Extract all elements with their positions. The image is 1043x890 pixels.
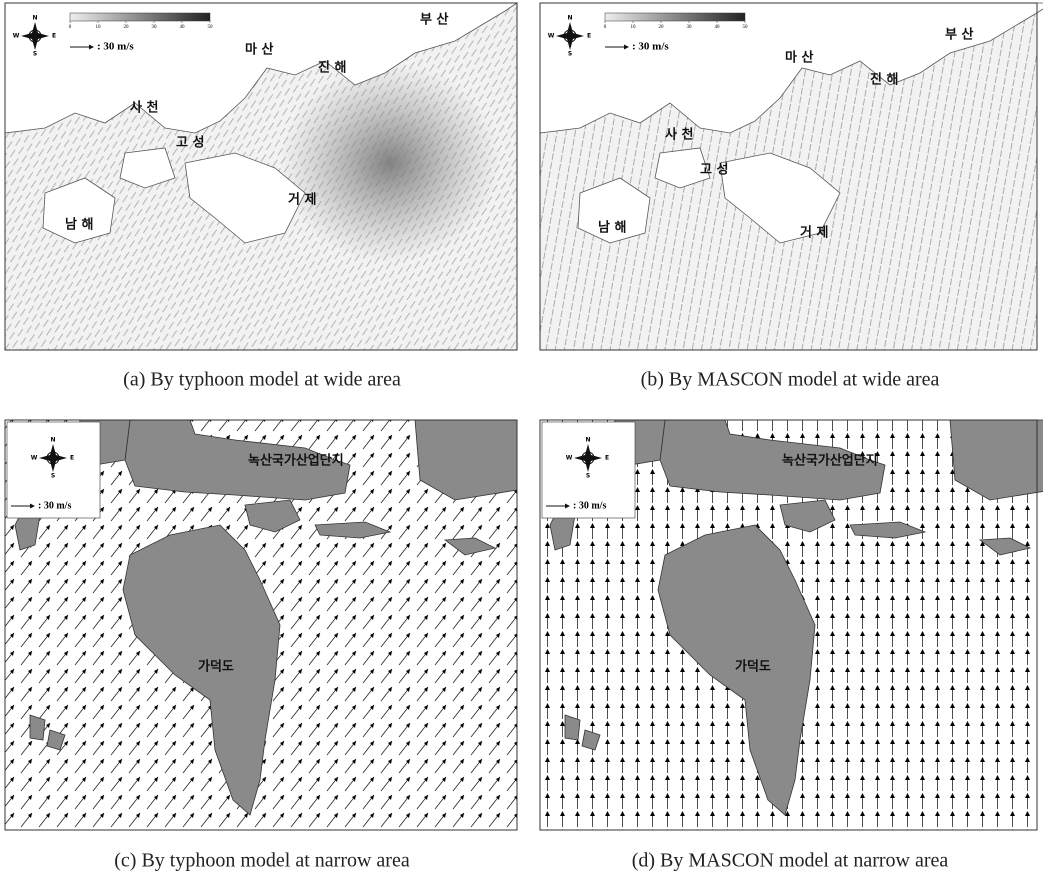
place-label: 사 천 <box>130 100 158 116</box>
caption: (d) By MASCON model at narrow area <box>632 850 949 872</box>
scale-label: : 30 m/s <box>97 41 134 53</box>
caption: (b) By MASCON model at wide area <box>641 369 940 391</box>
compass-label: E <box>52 33 56 40</box>
place-label: 고 성 <box>176 136 204 151</box>
scale-label: : 30 m/s <box>38 500 71 511</box>
caption: (c) By typhoon model at narrow area <box>114 850 410 872</box>
colorbar-tick-label: 50 <box>208 25 214 30</box>
page: (a) By typhoon model at wide area (b) By… <box>0 0 1043 890</box>
place-label: 남 해 <box>65 217 93 233</box>
place-label: 녹산국가산업단지 <box>248 453 344 469</box>
place-label: 마 산 <box>785 50 813 66</box>
place-label: 진 해 <box>870 72 898 88</box>
colorbar-tick-label: 20 <box>659 25 665 30</box>
colorbar-tick-label: 20 <box>124 25 130 30</box>
place-label: 부 산 <box>945 27 973 43</box>
scale-label: : 30 m/s <box>632 41 669 53</box>
place-label: 거 제 <box>800 226 828 241</box>
figure: (a) By typhoon model at wide area (b) By… <box>0 0 1043 885</box>
compass-label: S <box>586 473 590 480</box>
compass-label: W <box>31 455 38 462</box>
place-label: 부 산 <box>420 12 448 28</box>
colorbar-tick-label: 10 <box>96 25 102 30</box>
place-label: 진 해 <box>318 60 346 76</box>
colorbar-tick-label: 10 <box>631 25 637 30</box>
compass-label: E <box>70 455 74 462</box>
colorbar-tick-label: 40 <box>715 25 721 30</box>
place-label: 가덕도 <box>735 659 771 675</box>
compass-label: S <box>51 473 55 480</box>
place-label: 고 성 <box>700 163 728 178</box>
colorbar-tick-label: 40 <box>180 25 186 30</box>
compass-label: W <box>13 33 20 40</box>
place-label: 남 해 <box>598 220 626 236</box>
compass-label: S <box>33 51 37 58</box>
compass-label: E <box>605 455 609 462</box>
place-label: 가덕도 <box>198 659 234 675</box>
colorbar <box>605 13 745 21</box>
compass-label: E <box>587 33 591 40</box>
place-label: 녹산국가산업단지 <box>782 453 878 469</box>
caption: (a) By typhoon model at wide area <box>123 369 401 391</box>
place-label: 거 제 <box>288 193 316 208</box>
compass-label: W <box>566 455 573 462</box>
scale-label: : 30 m/s <box>573 500 606 511</box>
compass-label: N <box>585 437 590 444</box>
colorbar-tick-label: 30 <box>687 25 693 30</box>
colorbar <box>70 13 210 21</box>
colorbar-tick-label: 30 <box>152 25 158 30</box>
compass-label: N <box>32 15 37 22</box>
place-label: 사 천 <box>665 127 693 143</box>
compass-label: S <box>568 51 572 58</box>
place-label: 마 산 <box>245 42 273 58</box>
compass-label: N <box>567 15 572 22</box>
compass-label: N <box>50 437 55 444</box>
wind-maximum <box>280 63 500 263</box>
colorbar-tick-label: 50 <box>743 25 749 30</box>
compass-label: W <box>548 33 555 40</box>
